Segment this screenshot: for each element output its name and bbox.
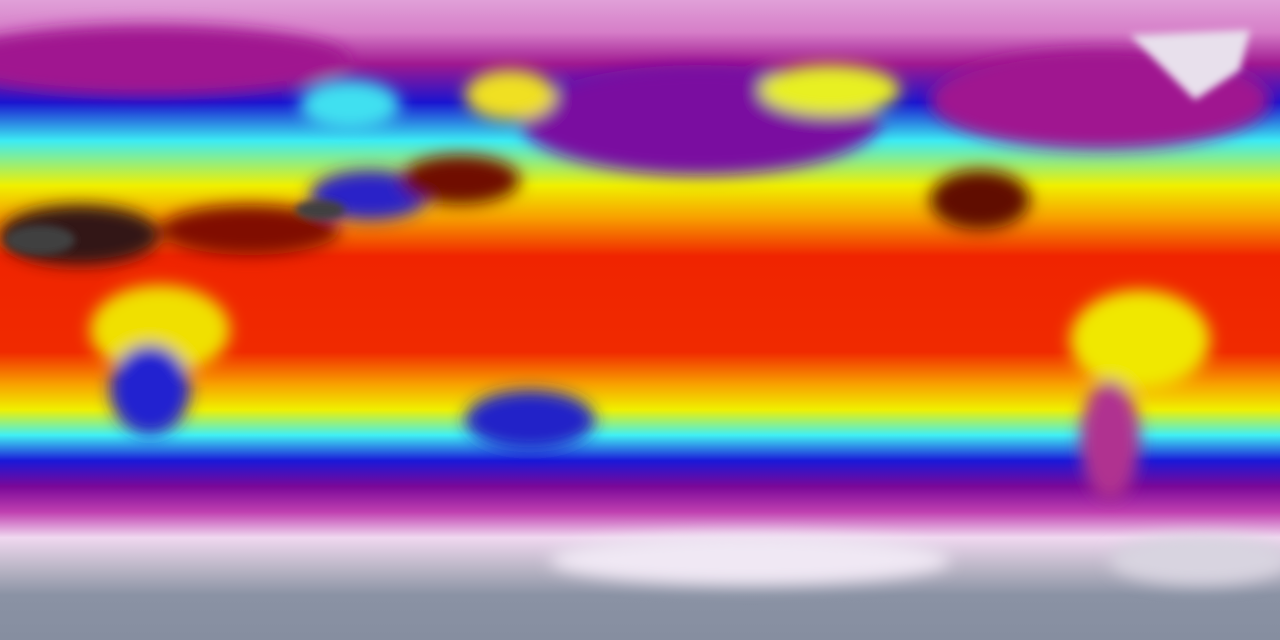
himalaya-region [295,200,345,220]
andes-region [1080,380,1140,500]
east-asia-region [400,155,520,205]
north-america-warm-region [760,65,900,115]
siberia-warm-region [465,70,555,120]
arctic-region [0,25,350,95]
mexico-region [930,170,1030,230]
greenland-region [1130,30,1250,100]
central-asia-region [300,80,400,130]
antarctic-edge-region [1110,535,1280,585]
sahara-core-region [5,225,75,255]
amazon-region [1070,290,1210,390]
central-africa-region [90,285,230,375]
antarctic-edge-region [550,535,950,585]
arabia-region [160,205,340,255]
australia-region [465,390,595,450]
southern-africa-region [110,345,190,435]
